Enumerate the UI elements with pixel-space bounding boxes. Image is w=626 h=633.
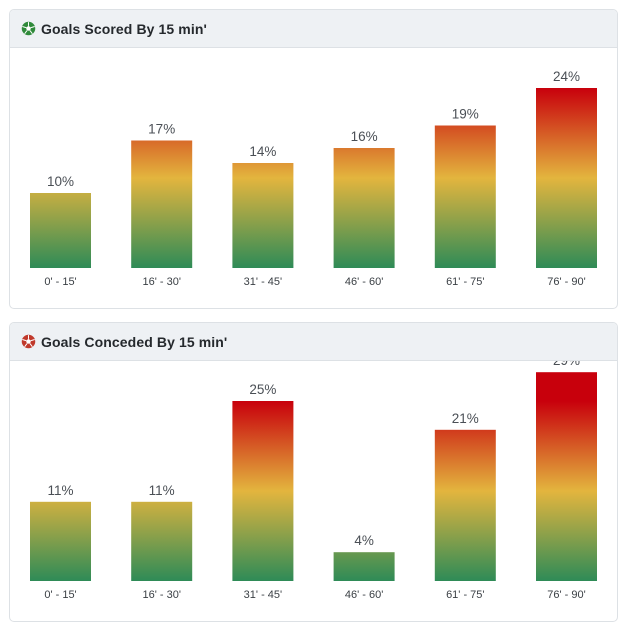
conceded-category-label-4: 61' - 75' xyxy=(446,589,484,601)
goals-scored-chart: 10% 0' - 15' 17% 16' - 30' 14% 31' - 45' 16% 46… xyxy=(10,48,617,308)
conceded-value-label-2: 25% xyxy=(249,382,276,397)
conceded-bar-2 xyxy=(232,401,294,581)
scored-bar-4 xyxy=(434,125,496,268)
goals-conceded-card: Goals Conceded By 15 min' 11% 0' - 15' 11%… xyxy=(9,322,618,622)
scored-value-label-5: 24% xyxy=(553,69,580,84)
scored-value-label-3: 16% xyxy=(351,129,378,144)
goals-conceded-svg: 11% 0' - 15' 11% 16' - 30' 25% 31' - 45' 4% 46'… xyxy=(30,361,597,601)
conceded-value-label-3: 4% xyxy=(354,533,374,548)
scored-category-label-2: 31' - 45' xyxy=(244,276,282,288)
conceded-value-label-0: 11% xyxy=(47,483,73,498)
scored-value-label-2: 14% xyxy=(249,144,276,159)
scored-category-label-4: 61' - 75' xyxy=(446,276,484,288)
scored-bar-1 xyxy=(131,140,193,268)
conceded-bar-4 xyxy=(434,429,496,581)
conceded-category-label-3: 46' - 60' xyxy=(345,589,383,601)
conceded-bar-0 xyxy=(30,501,91,581)
conceded-bar-5 xyxy=(536,372,597,581)
goals-scored-title: Goals Scored By 15 min' xyxy=(41,20,207,37)
scored-bar-2 xyxy=(232,163,294,268)
scored-category-label-5: 76' - 90' xyxy=(547,276,585,288)
conceded-category-label-1: 16' - 30' xyxy=(142,589,180,601)
scored-value-label-0: 10% xyxy=(47,174,74,189)
goals-conceded-title: Goals Conceded By 15 min' xyxy=(41,333,228,350)
conceded-category-label-2: 31' - 45' xyxy=(244,589,282,601)
conceded-category-label-0: 0' - 15' xyxy=(44,589,76,601)
goals-scored-card: Goals Scored By 15 min' 10% 0' - 15' 17% 16… xyxy=(9,9,618,309)
soccer-ball-red-icon xyxy=(21,334,36,349)
conceded-category-label-5: 76' - 90' xyxy=(547,589,585,601)
scored-category-label-1: 16' - 30' xyxy=(142,276,180,288)
conceded-value-label-4: 21% xyxy=(452,411,479,426)
goals-conceded-chart: 11% 0' - 15' 11% 16' - 30' 25% 31' - 45' 4% 46'… xyxy=(10,361,617,621)
goals-conceded-header: Goals Conceded By 15 min' xyxy=(10,323,617,361)
scored-category-label-0: 0' - 15' xyxy=(44,276,76,288)
conceded-bar-1 xyxy=(131,501,193,581)
conceded-value-label-1: 11% xyxy=(149,483,175,498)
scored-bar-3 xyxy=(333,148,395,268)
scored-bar-5 xyxy=(536,88,597,268)
conceded-bar-3 xyxy=(333,552,395,581)
scored-value-label-4: 19% xyxy=(452,107,479,122)
scored-bar-0 xyxy=(30,193,91,268)
goals-scored-svg: 10% 0' - 15' 17% 16' - 30' 14% 31' - 45' 16% 46… xyxy=(30,69,597,288)
goals-scored-header: Goals Scored By 15 min' xyxy=(10,10,617,48)
soccer-ball-green-icon xyxy=(21,21,36,36)
conceded-value-label-5: 29% xyxy=(553,361,580,368)
scored-value-label-1: 17% xyxy=(148,122,175,137)
scored-category-label-3: 46' - 60' xyxy=(345,276,383,288)
